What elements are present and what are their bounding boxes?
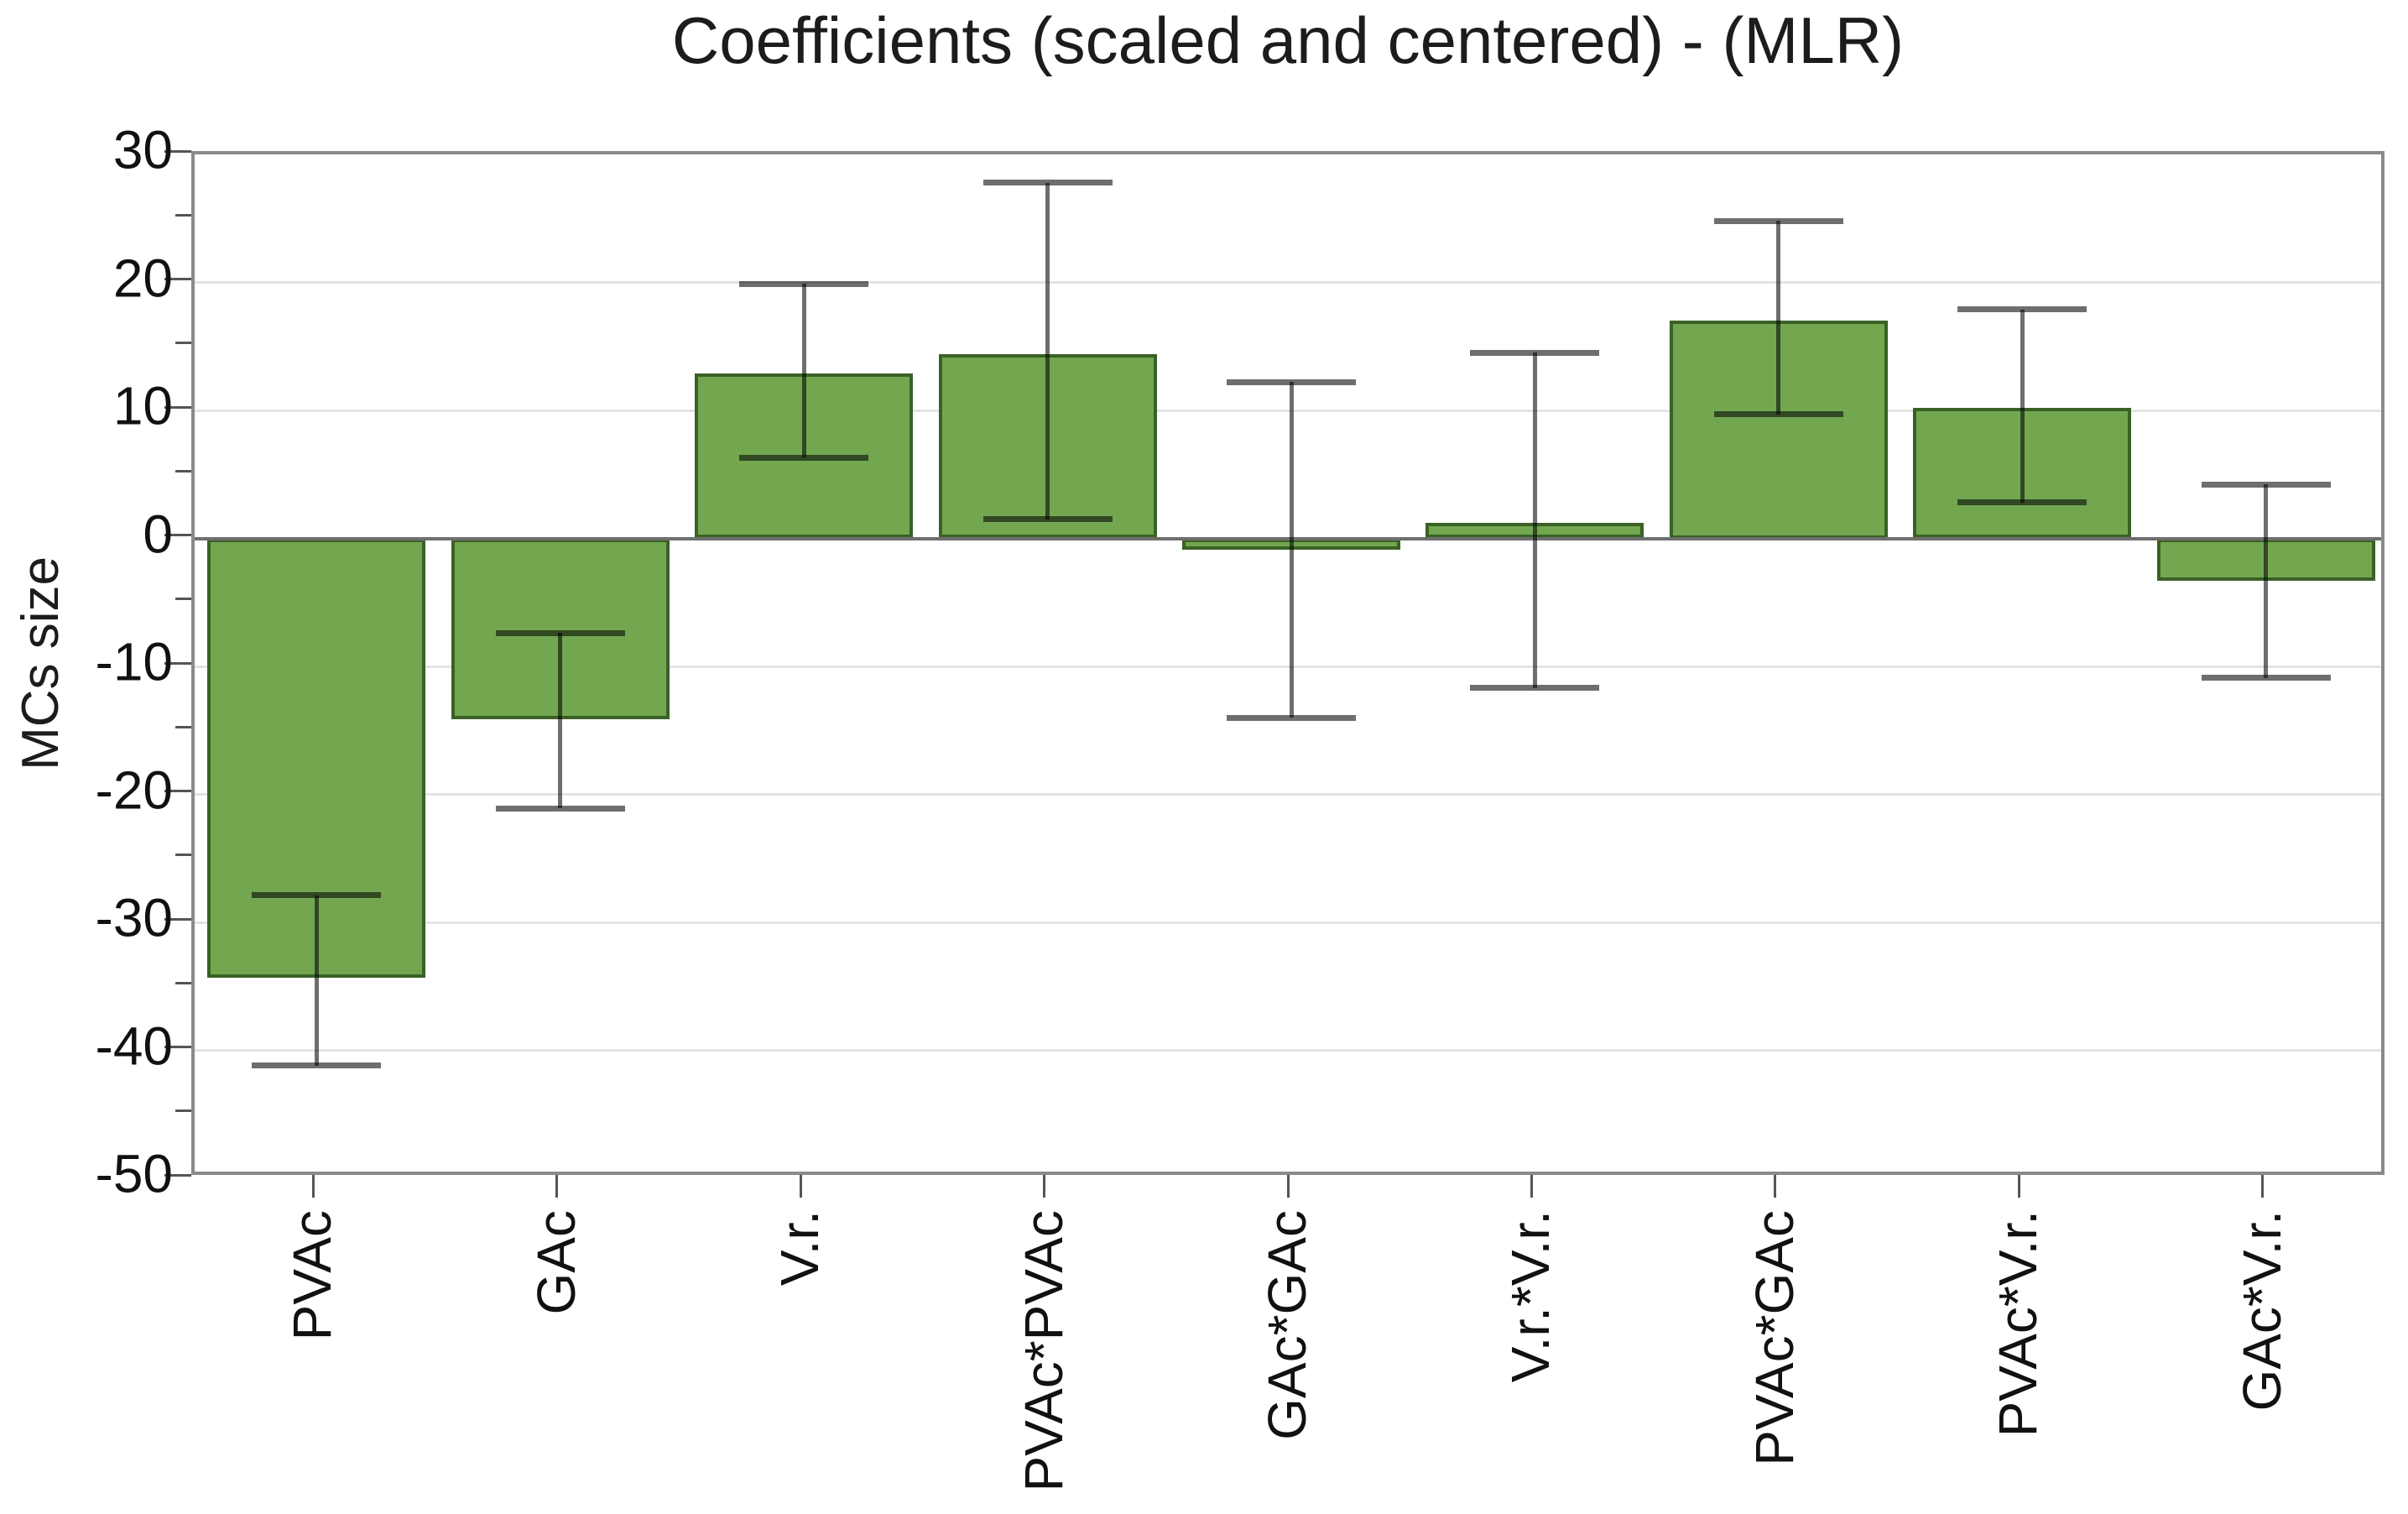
error-bar-cap-high-GAc*V.r. <box>2201 481 2331 488</box>
y-tick-label-10: 10 <box>112 375 173 436</box>
error-bar-cap-low-V.r.*V.r. <box>1470 685 1600 692</box>
error-bar-cap-low-PVAc*PVAc <box>982 516 1113 523</box>
error-bar-cap-high-V.r.*V.r. <box>1470 349 1600 356</box>
y-minor-tick--5 <box>175 598 191 601</box>
error-bar-line-GAc*GAc <box>1289 382 1294 718</box>
error-bar-line-PVAc*V.r. <box>2020 309 2025 503</box>
gridline-y-40 <box>195 1049 2381 1052</box>
x-tick-GAc <box>555 1175 559 1198</box>
error-bar-cap-low-PVAc*GAc <box>1713 411 1843 418</box>
gridline-y-20 <box>195 793 2381 796</box>
error-bar-cap-high-PVAc <box>252 892 382 899</box>
y-tick-label--10: -10 <box>95 631 174 692</box>
y-minor-tick-25 <box>175 213 191 217</box>
x-tick-label-PVAc*V.r.: PVAc*V.r. <box>1988 1210 2049 1438</box>
y-tick-label-0: 0 <box>143 504 173 565</box>
y-major-tick--50 <box>164 1173 191 1177</box>
y-minor-tick--45 <box>175 1109 191 1113</box>
error-bar-cap-low-PVAc*V.r. <box>1957 499 2087 506</box>
gridline-y20 <box>195 281 2381 284</box>
y-major-tick--10 <box>164 661 191 665</box>
plot-area <box>191 151 2385 1175</box>
y-major-tick--20 <box>164 790 191 792</box>
x-tick-label-GAc: GAc <box>525 1210 586 1315</box>
y-minor-tick--25 <box>175 854 191 857</box>
x-tick-label-PVAc*GAc: PVAc*GAc <box>1743 1210 1805 1466</box>
x-tick-label-V.r.: V.r. <box>769 1210 831 1287</box>
error-bar-line-PVAc*GAc <box>1776 221 1781 415</box>
x-tick-label-PVAc: PVAc <box>282 1210 343 1341</box>
error-bar-cap-high-GAc*GAc <box>1227 378 1356 385</box>
y-minor-tick--35 <box>175 981 191 984</box>
error-bar-line-V.r.*V.r. <box>1532 352 1537 688</box>
y-minor-tick-5 <box>175 469 191 472</box>
error-bar-cap-high-PVAc*PVAc <box>982 180 1113 186</box>
y-tick-label--50: -50 <box>95 1143 174 1204</box>
error-bar-cap-low-GAc*V.r. <box>2201 675 2331 681</box>
y-major-tick--40 <box>164 1046 191 1048</box>
x-tick-GAc*V.r. <box>2261 1175 2265 1198</box>
error-bar-cap-high-GAc <box>495 629 625 636</box>
error-bar-line-V.r. <box>801 284 806 458</box>
error-bar-line-GAc <box>558 633 563 809</box>
x-tick-PVAc <box>311 1175 315 1198</box>
x-tick-PVAc*V.r. <box>2017 1175 2020 1198</box>
zero-axis-line <box>195 536 2381 540</box>
error-bar-line-PVAc*PVAc <box>1045 182 1050 519</box>
chart-title: Coefficients (scaled and centered) - (ML… <box>671 3 1905 77</box>
y-minor-tick--15 <box>175 725 191 728</box>
x-tick-label-PVAc*PVAc: PVAc*PVAc <box>1013 1210 1074 1492</box>
error-bar-cap-low-GAc*GAc <box>1227 714 1356 721</box>
error-bar-cap-low-GAc <box>495 805 625 812</box>
y-tick-label--20: -20 <box>95 760 174 821</box>
x-tick-V.r. <box>799 1175 802 1198</box>
error-bar-cap-low-PVAc <box>252 1062 382 1069</box>
error-bar-cap-high-PVAc*GAc <box>1713 217 1843 224</box>
y-tick-label--40: -40 <box>95 1015 174 1077</box>
y-major-tick-10 <box>164 405 191 409</box>
y-major-tick-20 <box>164 278 191 280</box>
x-tick-PVAc*GAc <box>1774 1175 1777 1198</box>
gridline-y-10 <box>195 665 2381 668</box>
gridline-y-30 <box>195 921 2381 924</box>
y-major-tick-0 <box>164 534 191 536</box>
x-tick-PVAc*PVAc <box>1043 1175 1046 1198</box>
x-tick-GAc*GAc <box>1286 1175 1290 1198</box>
error-bar-line-PVAc <box>314 895 319 1066</box>
y-minor-tick-15 <box>175 342 191 345</box>
error-bar-cap-high-V.r. <box>739 280 869 287</box>
x-tick-label-GAc*V.r.: GAc*V.r. <box>2231 1210 2292 1412</box>
error-bar-line-GAc*V.r. <box>2264 484 2269 678</box>
error-bar-cap-low-V.r. <box>739 454 869 461</box>
error-bar-cap-high-PVAc*V.r. <box>1957 306 2087 313</box>
x-tick-label-GAc*GAc: GAc*GAc <box>1257 1210 1317 1440</box>
x-tick-label-V.r.*V.r.: V.r.*V.r. <box>1500 1210 1561 1383</box>
gridline-y10 <box>195 409 2381 412</box>
y-major-tick-30 <box>164 149 191 153</box>
y-tick-label-20: 20 <box>112 248 173 309</box>
y-tick-label-30: 30 <box>112 119 173 180</box>
y-major-tick--30 <box>164 917 191 921</box>
y-tick-label--30: -30 <box>95 887 174 948</box>
x-tick-V.r.*V.r. <box>1530 1175 1533 1198</box>
